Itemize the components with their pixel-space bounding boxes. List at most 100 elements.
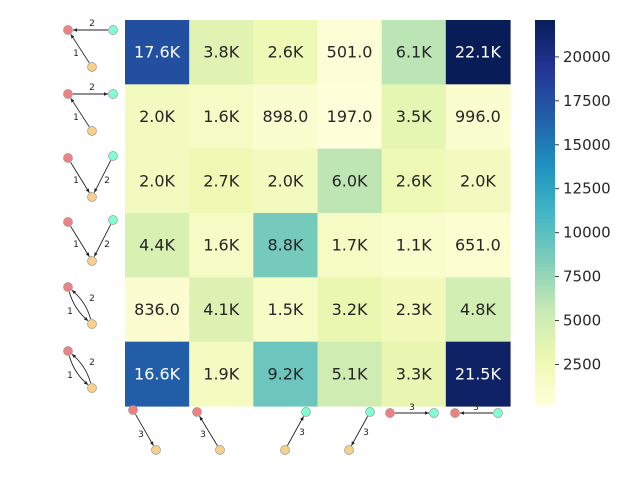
motif-edge-arrow <box>70 226 90 257</box>
cell-value-label: 6.1K <box>396 43 432 62</box>
motif-node <box>429 408 439 418</box>
colorbar-tick-label: 20000 <box>563 48 611 66</box>
motif-edge-label: 1 <box>73 49 79 59</box>
colorbar-segment <box>535 289 555 294</box>
colorbar-tick-label: 12500 <box>563 180 611 198</box>
heatmap-cell <box>317 20 383 85</box>
cell-value-label: 996.0 <box>455 107 501 126</box>
colorbar-segment <box>535 29 555 34</box>
colorbar-segment <box>535 369 555 374</box>
colorbar-segment <box>535 251 555 255</box>
colorbar-segment <box>535 267 555 271</box>
cell-value-label: 501.0 <box>327 43 373 62</box>
colorbar-segment <box>535 32 555 37</box>
heatmap-cell <box>189 20 254 85</box>
cell-value-label: 4.4K <box>139 236 175 255</box>
colorbar-segment <box>535 228 555 233</box>
heatmap-cell <box>381 341 447 407</box>
colorbar-segment <box>535 157 555 162</box>
colorbar-segment <box>535 270 555 275</box>
motif-edge-label: 1 <box>67 307 73 317</box>
colorbar-segment <box>535 231 555 236</box>
heatmap-cell <box>125 341 190 407</box>
motif-node <box>63 25 73 35</box>
colorbar-segment <box>535 388 555 393</box>
row-motif-icon: 21 <box>63 83 118 136</box>
colorbar-segment <box>535 308 555 313</box>
cell-value-label: 9.2K <box>267 364 303 383</box>
motif-edge-label: 3 <box>473 403 479 413</box>
cell-value-label: 21.5K <box>455 364 502 383</box>
heatmap-cell <box>125 20 190 85</box>
colorbar-segment <box>535 196 555 201</box>
colorbar-segment <box>535 347 555 352</box>
colorbar-tick-label: 5000 <box>563 312 601 330</box>
column-motif-icon: 3 <box>280 407 311 455</box>
colorbar-segment <box>535 382 555 387</box>
colorbar-segment <box>535 180 555 185</box>
motif-node <box>87 126 97 136</box>
heatmap-cell <box>125 148 190 214</box>
motif-edge-label: 2 <box>104 176 110 186</box>
colorbar-segment <box>535 244 555 249</box>
colorbar-segment <box>535 276 555 281</box>
colorbar-segment <box>535 167 555 172</box>
row-motif-icon: 21 <box>63 346 97 393</box>
cell-value-label: 3.2K <box>332 300 368 319</box>
colorbar-tick-label: 15000 <box>563 136 611 154</box>
colorbar-segment <box>535 353 555 358</box>
cell-value-label: 4.8K <box>460 300 496 319</box>
colorbar-segment <box>535 212 555 217</box>
colorbar-segment <box>535 170 555 175</box>
cell-value-label: 1.9K <box>203 364 239 383</box>
colorbar-segment <box>535 122 555 127</box>
colorbar-segment <box>535 26 555 31</box>
motif-node <box>63 346 73 356</box>
heatmap-cell <box>125 213 190 278</box>
colorbar-segment <box>535 315 555 319</box>
motif-edge-label: 2 <box>89 19 95 29</box>
colorbar-segment <box>535 247 555 252</box>
colorbar-segment <box>535 68 555 72</box>
colorbar-segment <box>535 36 555 40</box>
colorbar-segment <box>535 148 555 153</box>
colorbar-segment <box>535 218 555 223</box>
colorbar-segment <box>535 71 555 76</box>
colorbar-segment <box>535 132 555 137</box>
heatmap-cell <box>253 277 319 343</box>
cell-value-label: 2.6K <box>267 43 303 62</box>
colorbar-segment <box>535 234 555 239</box>
colorbar-segment <box>535 360 555 364</box>
heatmap-cell <box>253 213 319 278</box>
motif-node <box>87 62 97 72</box>
heatmap-cell <box>253 148 319 214</box>
motif-node <box>192 407 202 417</box>
colorbar-segment <box>535 254 555 259</box>
colorbar-segment <box>535 292 555 297</box>
motif-edge-arrow <box>287 416 304 446</box>
colorbar-segment <box>535 356 555 361</box>
cell-value-label: 2.6K <box>396 171 432 190</box>
row-motif-icon: 21 <box>63 19 118 72</box>
motif-edge-label: 3 <box>409 403 415 413</box>
colorbar-segment <box>535 135 555 140</box>
cell-value-label: 8.8K <box>267 236 303 255</box>
colorbar-segment <box>535 186 555 191</box>
motif-edge-arrow <box>70 33 90 64</box>
motif-edge-arrow <box>68 291 89 322</box>
motif-node <box>63 217 73 227</box>
motif-edge-label: 2 <box>89 358 95 368</box>
colorbar-segment <box>535 151 555 156</box>
motif-edge-arrow <box>71 289 92 320</box>
colorbar-segment <box>535 141 555 146</box>
colorbar-segment <box>535 311 555 316</box>
colorbar-segment <box>535 379 555 384</box>
cell-value-label: 1.7K <box>332 236 368 255</box>
colorbar-segment <box>535 305 555 310</box>
cell-value-label: 836.0 <box>134 300 180 319</box>
motif-node <box>151 445 161 455</box>
colorbar-segment <box>535 164 555 169</box>
colorbar-segment <box>535 279 555 284</box>
motif-node <box>280 445 290 455</box>
